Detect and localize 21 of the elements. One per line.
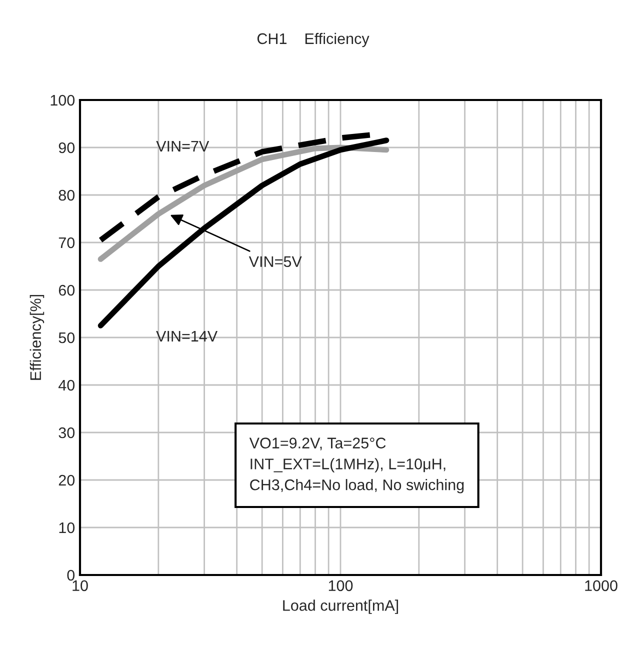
y-tick-label: 80 xyxy=(58,190,75,201)
y-tick-label: 60 xyxy=(58,284,75,296)
x-tick-label: 1000 xyxy=(585,580,618,592)
x-tick-label: 100 xyxy=(328,580,353,592)
y-tick-label: 0 xyxy=(67,570,75,581)
y-tick-label: 30 xyxy=(58,427,75,438)
y-tick-label: 70 xyxy=(58,237,75,248)
y-tick-label: 20 xyxy=(58,474,75,486)
x-axis-title: Load current[mA] xyxy=(283,600,398,614)
y-tick-label: 100 xyxy=(50,94,75,106)
y-tick-label: 50 xyxy=(58,332,75,344)
x-tick-label: 10 xyxy=(72,580,88,592)
y-tick-label: 10 xyxy=(59,522,75,534)
y-axis-title: Efficiency[%] xyxy=(30,294,44,380)
chart-title: CH1 Efficiency xyxy=(257,32,370,48)
y-tick-label: 90 xyxy=(58,142,75,154)
annotation: VO1=9.2V, Ta=25°C INT_EXT=L(1MHz), L=10μH, CH3,Ch4=No load, No swiching xyxy=(249,438,464,494)
annotation: VIN=14V xyxy=(156,330,218,342)
annotation: VIN=5V xyxy=(248,256,302,268)
y-tick-label: 40 xyxy=(58,380,75,391)
annotation: VIN=7V xyxy=(156,140,210,152)
